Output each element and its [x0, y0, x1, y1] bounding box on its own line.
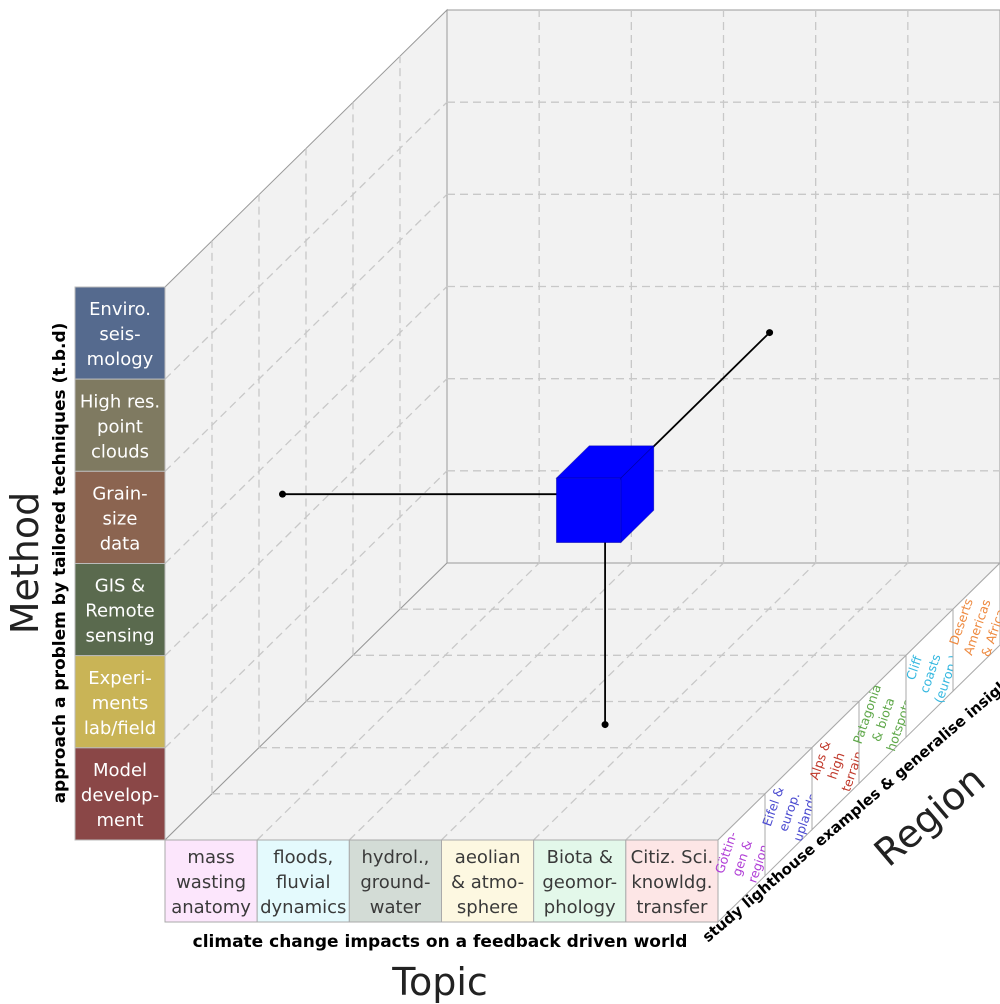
- method-cell: [74, 655, 166, 749]
- method-cell-label: Grain-: [92, 483, 147, 504]
- method-cell-label: seis-: [99, 324, 140, 345]
- topic-cell-label: Biota &: [547, 847, 613, 868]
- topic-cell-label: aeolian: [455, 847, 521, 868]
- topic-cell: [256, 839, 350, 923]
- topic-cell-label: water: [370, 897, 422, 918]
- topic-cell-label: transfer: [636, 897, 708, 918]
- topic-cell-label: sphere: [457, 897, 518, 918]
- method-cell-label: Model: [93, 760, 147, 781]
- method-cell-label: data: [100, 533, 141, 554]
- method-cell-label: lab/field: [84, 718, 156, 739]
- marker-stem-end: [766, 329, 774, 337]
- method-cell: [74, 470, 166, 565]
- method-cell: [74, 378, 166, 472]
- method-axis-subtitle: approach a problem by tailored technique…: [50, 323, 70, 804]
- method-cell-label: size: [103, 508, 138, 529]
- topic-cell-label: dynamics: [260, 897, 346, 918]
- method-cell-label: Enviro.: [89, 299, 151, 320]
- method-cell-label: ment: [96, 810, 143, 831]
- topic-cell-label: fluvial: [276, 872, 330, 893]
- marker-stem-end: [279, 490, 286, 498]
- topic-cell: [625, 839, 719, 923]
- topic-axis-label: Topic: [391, 960, 488, 1004]
- method-cell-label: develop-: [81, 785, 159, 806]
- method-cell-label: point: [97, 416, 143, 437]
- topic-cell-label: mass: [187, 847, 234, 868]
- topic-cell: [348, 839, 443, 923]
- method-cell: [74, 563, 166, 657]
- method-axis-cells: Enviro. seis-mology High res. point clouds Gr…: [74, 286, 166, 841]
- topic-axis-cells: mass wasting anatomy floods, fluvial dynamics…: [164, 839, 719, 923]
- topic-cell: [164, 839, 258, 923]
- topic-cell-label: ground-: [360, 872, 430, 893]
- topic-cell-label: knowldg.: [631, 872, 712, 893]
- topic-cell-label: geomor-: [542, 872, 617, 893]
- method-cell-label: High res.: [80, 391, 160, 412]
- topic-cell-label: anatomy: [171, 897, 251, 918]
- method-cell-label: GIS &: [95, 576, 145, 597]
- topic-cell: [533, 839, 627, 923]
- topic-cell-label: wasting: [176, 872, 246, 893]
- marker-stem-end: [601, 721, 609, 729]
- topic-cell-label: floods,: [273, 847, 333, 868]
- topic-cell-label: hydrol.,: [361, 847, 429, 868]
- method-cell-label: mology: [87, 349, 154, 370]
- method-cell-label: ments: [92, 693, 148, 714]
- method-cell: [74, 286, 166, 380]
- marker-cube: [555, 444, 655, 544]
- method-cell-label: Experi-: [88, 668, 151, 689]
- region-cell: [952, 562, 1000, 693]
- topic-cell: [441, 839, 535, 923]
- topic-cell-label: Citiz. Sci.: [631, 847, 714, 868]
- topic-cell-label: & atmo-: [451, 872, 524, 893]
- method-cell-label: sensing: [85, 626, 154, 647]
- method-cell: [74, 747, 166, 841]
- method-axis-label: Method: [3, 492, 47, 635]
- marker-front-face: [555, 477, 622, 543]
- topic-axis-subtitle: climate change impacts on a feedback dri…: [193, 932, 688, 952]
- method-cell-label: Remote: [85, 601, 154, 622]
- topic-cell-label: phology: [544, 897, 616, 918]
- cube-grid: [164, 10, 1000, 841]
- method-cell-label: clouds: [91, 441, 149, 462]
